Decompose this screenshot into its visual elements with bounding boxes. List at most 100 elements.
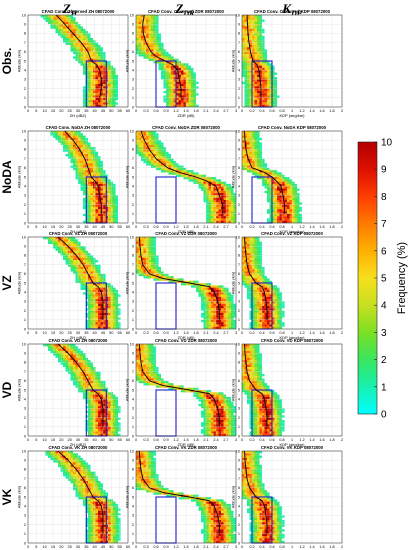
- heatmap-cell: [223, 312, 227, 316]
- heatmap-cell: [85, 44, 89, 48]
- x-tick-labels: 0 0.2 0.4 0.6 0.8 1 1.2 1.4 1.6 1.8 2: [241, 225, 343, 229]
- heatmap-cell: [233, 213, 237, 217]
- heatmap-cell: [176, 86, 179, 89]
- heatmap-cell: [267, 322, 270, 325]
- heatmap-cell: [262, 301, 265, 304]
- heatmap-cell: [262, 308, 265, 311]
- heatmap-cell: [73, 133, 76, 136]
- y-tick-label: 2: [238, 309, 240, 313]
- heatmap-cell: [143, 151, 147, 155]
- heatmap-cell: [158, 273, 162, 277]
- heatmap-cell: [249, 142, 253, 145]
- heatmap-cell: [257, 296, 260, 300]
- x-tick-label: 3: [235, 225, 237, 229]
- heatmap-cell: [292, 190, 295, 194]
- heatmap-cell: [218, 179, 222, 182]
- heatmap-cell: [196, 181, 199, 184]
- heatmap-cell: [247, 239, 250, 242]
- heatmap-cell: [181, 84, 184, 87]
- heatmap-cell: [284, 193, 288, 196]
- heatmap-cell: [228, 294, 232, 297]
- heatmap-cell: [231, 303, 234, 307]
- heatmap-cell: [264, 186, 268, 189]
- heatmap-cell: [158, 67, 162, 71]
- heatmap-cell: [161, 165, 164, 168]
- heatmap-cell: [138, 131, 142, 134]
- heatmap-cell: [73, 248, 76, 251]
- heatmap-cell: [267, 170, 270, 173]
- heatmap-cell: [274, 287, 278, 290]
- heatmap-cell: [242, 253, 245, 256]
- heatmap-cell: [218, 308, 222, 311]
- heatmap-cell: [113, 216, 116, 219]
- heatmap-cell: [208, 317, 212, 320]
- column-header-symbol: Z: [174, 1, 183, 16]
- heatmap-cell: [289, 190, 293, 194]
- heatmap-cell: [93, 303, 96, 307]
- heatmap-cell: [249, 79, 253, 82]
- heatmap-cell: [146, 149, 149, 152]
- heatmap-cell: [141, 243, 144, 247]
- heatmap-cell: [223, 326, 227, 330]
- heatmap-cell: [252, 260, 255, 263]
- heatmap-cell: [95, 371, 99, 374]
- heatmap-cell: [103, 183, 106, 187]
- heatmap-cell: [141, 248, 144, 251]
- heatmap-cell: [163, 165, 167, 168]
- heatmap-cell: [259, 287, 263, 290]
- heatmap-cell: [252, 100, 255, 103]
- heatmap-cell: [208, 183, 212, 187]
- heatmap-cell: [108, 190, 111, 194]
- heatmap-cell: [85, 54, 89, 57]
- heatmap-cell: [272, 324, 275, 327]
- heatmap-cell: [231, 317, 234, 320]
- heatmap-cell: [254, 283, 258, 286]
- y-tick-label: 1: [132, 212, 134, 216]
- heatmap-cell: [178, 97, 182, 101]
- heatmap-cell: [100, 65, 104, 68]
- heatmap-cell: [252, 15, 255, 18]
- heatmap-cell: [151, 271, 154, 274]
- heatmap-cell: [95, 200, 99, 203]
- heatmap-cell: [93, 280, 96, 284]
- heatmap-cell: [146, 156, 149, 159]
- heatmap-cell: [254, 260, 258, 263]
- heatmap-cell: [242, 163, 245, 166]
- heatmap-cell: [73, 241, 76, 244]
- heatmap-cell: [267, 197, 270, 201]
- heatmap-cell: [83, 149, 86, 152]
- heatmap-cell: [53, 353, 56, 356]
- heatmap-cell: [80, 186, 84, 189]
- heatmap-cell: [90, 72, 94, 75]
- heatmap-cell: [259, 324, 263, 327]
- y-tick-label: 5: [132, 175, 134, 179]
- heatmap-cell: [70, 364, 74, 368]
- y-tick-label: 4: [132, 69, 134, 73]
- heatmap-cell: [55, 239, 59, 242]
- heatmap-cell: [98, 177, 101, 180]
- heatmap-cell: [269, 324, 273, 327]
- heatmap-cell: [88, 255, 91, 258]
- y-axis-label: Altitude (km): [17, 165, 22, 188]
- heatmap-cell: [262, 283, 265, 286]
- heatmap-cell: [103, 273, 106, 277]
- heatmap-cell: [55, 137, 59, 141]
- heatmap-cell: [257, 170, 260, 173]
- heatmap-cell: [43, 237, 46, 240]
- heatmap-cell: [138, 33, 142, 36]
- heatmap-cell: [208, 326, 212, 330]
- heatmap-cell: [90, 42, 94, 45]
- heatmap-cell: [249, 250, 253, 254]
- heatmap-cell: [141, 54, 144, 57]
- heatmap-cell: [178, 88, 182, 91]
- heatmap-cell: [242, 262, 245, 265]
- heatmap-cell: [203, 299, 207, 302]
- heatmap-cell: [206, 200, 209, 203]
- heatmap-cell: [80, 35, 84, 39]
- heatmap-cell: [136, 271, 139, 274]
- heatmap-cell: [153, 58, 157, 62]
- heatmap-cell: [103, 324, 106, 327]
- heatmap-cell: [90, 186, 94, 189]
- heatmap-cell: [58, 243, 61, 247]
